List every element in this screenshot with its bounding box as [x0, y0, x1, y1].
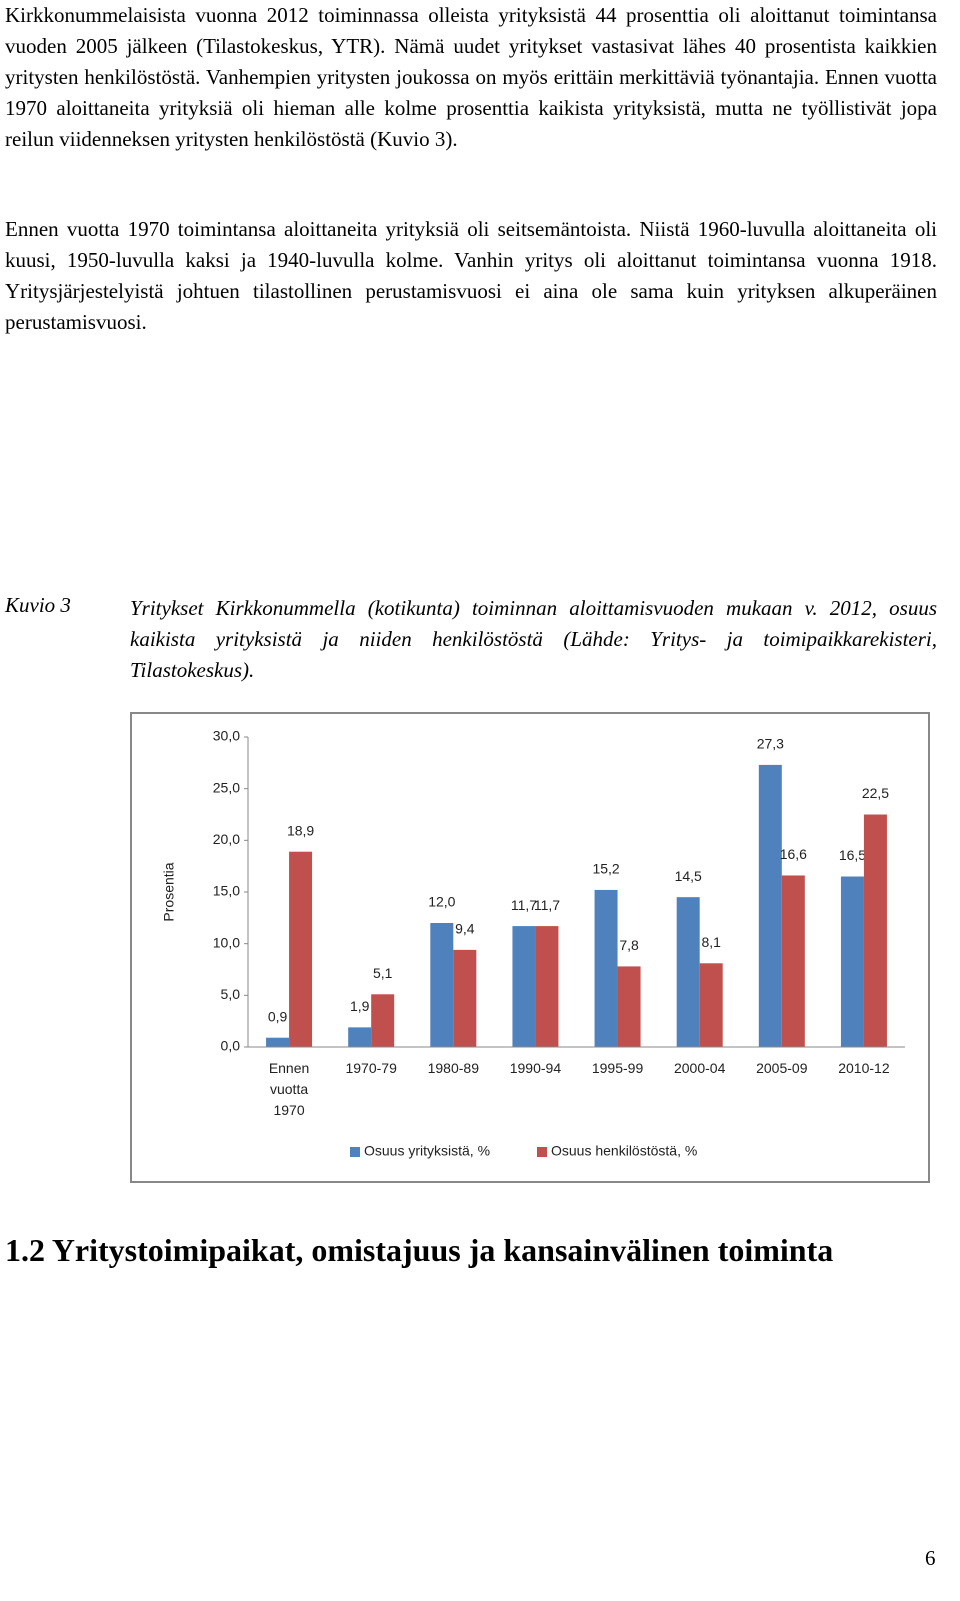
legend-label: Osuus yrityksistä, %: [364, 1143, 490, 1159]
y-tick-label: 5,0: [221, 986, 241, 1002]
y-axis-label: Prosentia: [161, 862, 177, 921]
y-tick-label: 15,0: [213, 883, 240, 899]
value-label: 8,1: [701, 934, 721, 950]
y-tick-label: 25,0: [213, 779, 240, 795]
paragraph: Ennen vuotta 1970 toimintansa aloittanei…: [5, 217, 937, 334]
figure-label: Kuvio 3: [5, 593, 71, 617]
bar: [430, 923, 454, 1047]
bar: [453, 949, 477, 1047]
value-label: 16,5: [839, 847, 866, 863]
section-heading: 1.2 Yritystoimipaikat, omistajuus ja kan…: [5, 1232, 834, 1268]
legend-swatch: [537, 1147, 547, 1157]
value-label: 9,4: [455, 921, 475, 937]
y-tick-label: 0,0: [221, 1038, 241, 1054]
value-label: 18,9: [287, 822, 314, 838]
x-tick-label: 1980-89: [428, 1060, 480, 1076]
bar: [348, 1027, 372, 1047]
value-label: 11,7: [511, 897, 537, 913]
bar: [594, 889, 618, 1047]
bar: [840, 876, 864, 1047]
bar: [617, 966, 641, 1047]
y-tick-label: 10,0: [213, 934, 240, 950]
figure-caption: Yritykset Kirkkonummella (kotikunta) toi…: [130, 596, 937, 682]
bar: [266, 1037, 290, 1047]
bar: [676, 897, 700, 1047]
value-label: 1,9: [350, 998, 370, 1014]
x-tick-label: 1990-94: [510, 1060, 562, 1076]
bar: [781, 875, 805, 1047]
bar: [535, 926, 559, 1047]
value-label: 7,8: [619, 937, 639, 953]
x-tick-label: Ennen vuotta 1970: [269, 1060, 309, 1118]
x-tick-label: 1970-79: [345, 1060, 397, 1076]
value-label: 27,3: [757, 736, 784, 752]
bar: [371, 994, 395, 1047]
bar: [758, 764, 782, 1047]
value-label: 5,1: [373, 965, 393, 981]
bar: [512, 926, 536, 1047]
x-tick-label: 2010-12: [838, 1060, 890, 1076]
value-label: 0,9: [268, 1008, 288, 1024]
chart: Prosentia 0,0 5,0 10,0 15,0 20,0 25,0 30,0 Enne…: [130, 712, 930, 1183]
legend-label: Osuus henkilöstöstä, %: [551, 1143, 697, 1159]
x-tick-label: 1995-99: [592, 1060, 644, 1076]
legend-swatch: [350, 1147, 360, 1157]
x-tick-label: 2000-04: [674, 1060, 726, 1076]
value-label: 22,5: [862, 785, 889, 801]
value-label: 14,5: [675, 868, 702, 884]
y-tick-label: 20,0: [213, 831, 240, 847]
bar: [699, 963, 723, 1047]
value-label: 15,2: [592, 861, 619, 877]
paragraph: Kirkkonummelaisista vuonna 2012 toiminna…: [5, 3, 937, 151]
x-tick-label: 2005-09: [756, 1060, 808, 1076]
y-tick-label: 30,0: [213, 728, 240, 744]
bar: [863, 814, 887, 1047]
page-number: 6: [925, 1546, 936, 1570]
value-label: 16,6: [780, 846, 807, 862]
value-label: 12,0: [428, 894, 455, 910]
value-label: 11,7: [534, 897, 560, 913]
bar: [289, 851, 313, 1047]
